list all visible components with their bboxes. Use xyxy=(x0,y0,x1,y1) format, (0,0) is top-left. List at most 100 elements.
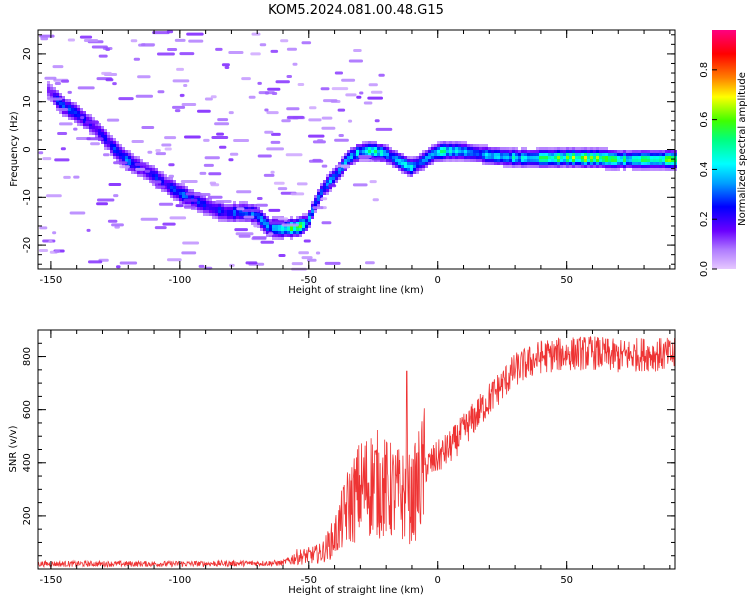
spectrogram-cell xyxy=(461,144,464,147)
spectrogram-cell xyxy=(485,147,488,150)
spectrogram-noise xyxy=(238,234,251,238)
spectrogram-cell xyxy=(617,162,620,165)
spectrogram-noise xyxy=(259,43,267,47)
spectrogram-noise xyxy=(204,97,213,101)
spectrogram-cell xyxy=(578,150,581,153)
spectrogram-cell xyxy=(581,147,584,150)
spectrogram-cell xyxy=(308,210,311,213)
spectrogram-cell xyxy=(602,156,605,159)
spectrogram-cell xyxy=(506,159,509,162)
spectrogram-noise xyxy=(91,45,108,49)
spectrogram-cell xyxy=(233,216,236,219)
spectrogram-cell xyxy=(317,189,320,192)
spectrogram-cell xyxy=(341,168,344,171)
spectrogram-cell xyxy=(47,90,50,93)
spectrogram-cell xyxy=(260,225,263,228)
spectrogram-noise xyxy=(252,236,267,240)
spectrogram-noise xyxy=(321,221,332,225)
spectrogram-cell xyxy=(512,147,515,150)
spectrogram-noise xyxy=(359,91,364,95)
spectrogram-cell xyxy=(68,117,71,120)
spectrogram-cell xyxy=(179,201,182,204)
spectrogram-noise xyxy=(105,78,114,82)
spectrogram-cell xyxy=(395,159,398,162)
spectrogram-cell xyxy=(593,153,596,156)
spectrogram-cell xyxy=(656,153,659,156)
spectrogram-noise xyxy=(154,226,167,230)
spectrogram-noise xyxy=(321,126,336,130)
spectrogram-cell xyxy=(209,207,212,210)
spectrogram-cell xyxy=(671,159,674,162)
spectrogram-cell xyxy=(602,162,605,165)
spectrogram-cell xyxy=(128,153,131,156)
spectrogram-cell xyxy=(287,231,290,234)
spectrogram-cell xyxy=(668,162,671,165)
snr-x-axis-label: Height of straight line (km) xyxy=(288,585,424,596)
spectrogram-cell xyxy=(80,123,83,126)
spectrogram-cell xyxy=(665,162,668,165)
spectrogram-cell xyxy=(158,171,161,174)
spectrogram-noise xyxy=(113,194,119,198)
spectrogram-cell xyxy=(272,234,275,237)
spectrogram-noise xyxy=(352,183,368,187)
spectrogram-cell xyxy=(161,174,164,177)
spectrogram-cell xyxy=(353,162,356,165)
spectrogram-cell xyxy=(140,174,143,177)
spectrogram-cell xyxy=(422,153,425,156)
spectrogram-noise xyxy=(144,169,151,173)
spectrogram-cell xyxy=(200,195,203,198)
spectrogram-cell xyxy=(182,192,185,195)
spectrogram-cell xyxy=(437,150,440,153)
spectrogram-cell xyxy=(272,225,275,228)
spectrogram-cell xyxy=(569,165,572,168)
spectrogram-cell xyxy=(74,120,77,123)
spectrogram-cell xyxy=(95,132,98,135)
spectrogram-x-ticks: -150 -100 -50 0 50 xyxy=(40,30,671,286)
spectrogram-cell xyxy=(482,156,485,159)
spectrogram-noise xyxy=(133,57,140,61)
spectrogram-cell xyxy=(536,150,539,153)
spectrogram-cell xyxy=(119,153,122,156)
spectrogram-cell xyxy=(506,165,509,168)
spectrogram-cell xyxy=(320,186,323,189)
spectrogram-cell xyxy=(290,219,293,222)
spectrogram-cell xyxy=(443,153,446,156)
spectrogram-cell xyxy=(608,156,611,159)
spectrogram-cell xyxy=(575,153,578,156)
spectrogram-cell xyxy=(125,156,128,159)
spectrogram-noise xyxy=(273,181,285,185)
spectrogram-cell xyxy=(53,93,56,96)
spectrogram-cell xyxy=(110,141,113,144)
spectrogram-cell xyxy=(92,123,95,126)
spectrogram-noise xyxy=(365,261,375,265)
spectrogram-noise xyxy=(312,206,324,210)
spectrogram-cell xyxy=(428,150,431,153)
spectrogram-cell xyxy=(521,156,524,159)
spectrogram-cell xyxy=(470,156,473,159)
spectrogram-noise xyxy=(242,209,260,212)
spectrogram-cell xyxy=(401,171,404,174)
spectrogram-noise xyxy=(228,51,244,54)
spectrogram-cell xyxy=(200,207,203,210)
spectrogram-cell xyxy=(137,159,140,162)
spectrogram-cell xyxy=(65,102,68,105)
spectrogram-cell xyxy=(203,213,206,216)
spectrogram-cell xyxy=(527,165,530,168)
spectrogram-cell xyxy=(335,171,338,174)
spectrogram-cell xyxy=(449,144,452,147)
spectrogram-noise xyxy=(134,162,147,166)
spectrogram-cell xyxy=(419,162,422,165)
spectrogram-cell xyxy=(410,174,413,177)
spectrogram-cell xyxy=(188,201,191,204)
spectrogram-cell xyxy=(422,168,425,171)
spectrogram-noise xyxy=(166,30,174,34)
spectrogram-cell xyxy=(608,150,611,153)
spectrogram-cell xyxy=(548,162,551,165)
spectrogram-cell xyxy=(533,150,536,153)
spectrogram-cell xyxy=(92,129,95,132)
spectrogram-cell xyxy=(308,213,311,216)
spectrogram-cell xyxy=(311,210,314,213)
spectrogram-cell xyxy=(137,174,140,177)
spectrogram-cell xyxy=(602,150,605,153)
spectrogram-cell xyxy=(395,165,398,168)
